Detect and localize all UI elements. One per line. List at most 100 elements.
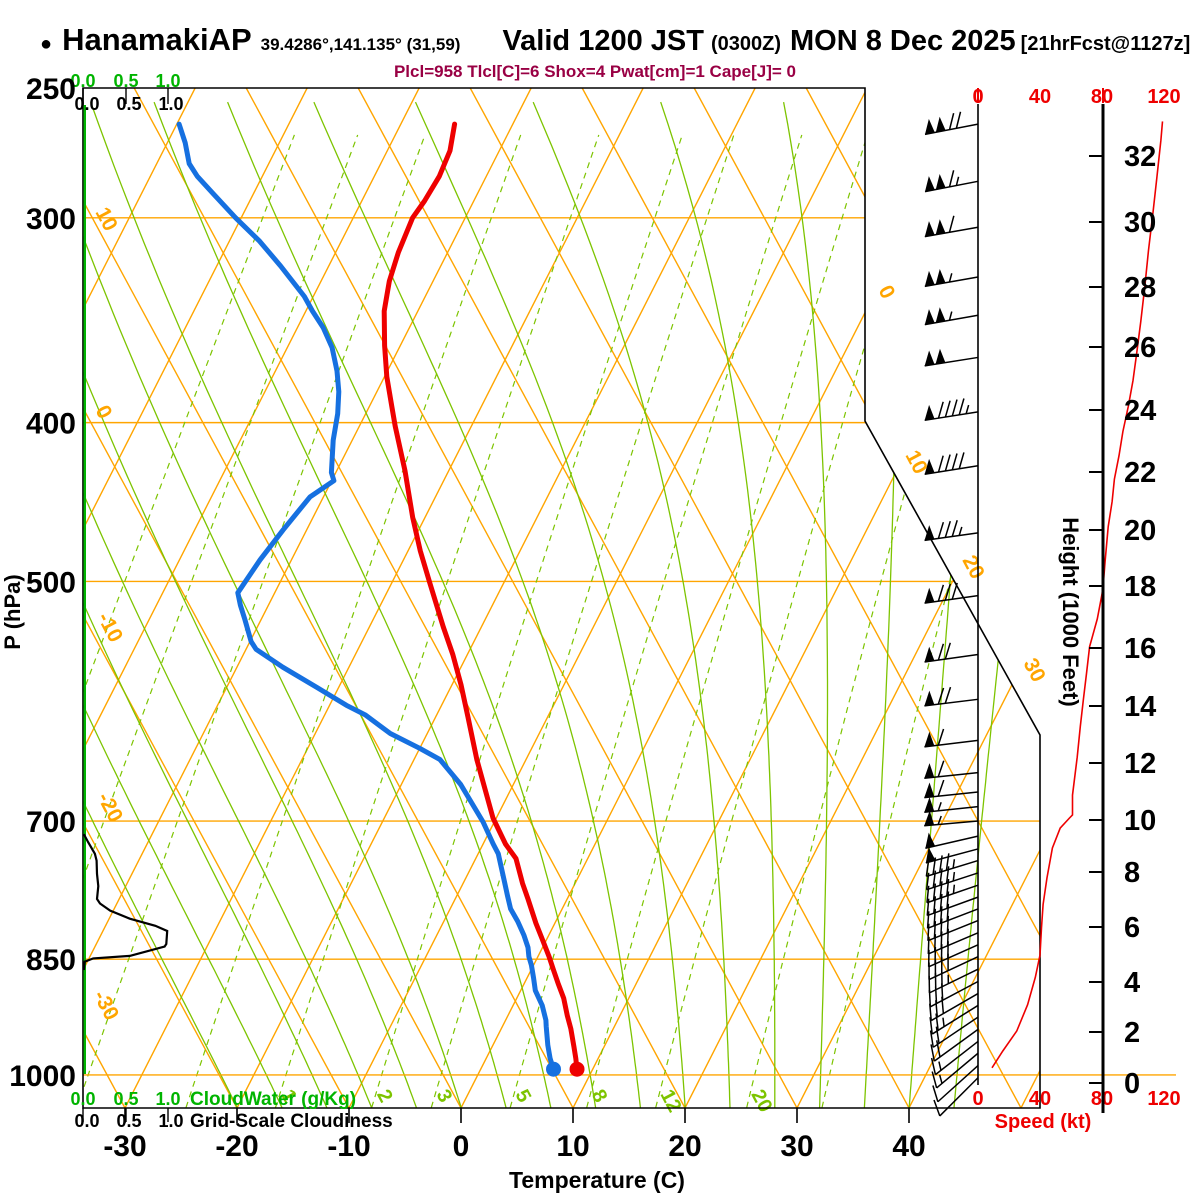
isotherm-line [684,88,1040,1108]
station-dot-icon: ● [40,33,53,55]
dry-adiabat-line [357,88,910,1108]
dry-adiabat-line [83,88,350,1108]
moist-adiabat-line [83,101,418,1108]
speed-tick-label-bottom: 0 [972,1088,983,1110]
height-tick-label: 10 [1124,805,1156,837]
height-tick-label: 24 [1124,395,1156,427]
mixing-ratio-label: 12 [656,1086,686,1116]
valid-time: Valid 1200 JST [502,25,704,57]
height-axis-title: Height (1000 Feet) [1058,517,1083,707]
wind-barb [928,953,979,981]
cloudiness-scale-top: 0.5 [116,94,141,114]
wind-barb [924,779,979,799]
mixing-ratio-line [274,134,600,1108]
wind-barb [929,1004,979,1035]
height-tick-label: 8 [1124,857,1140,889]
height-tick-label: 4 [1124,967,1140,999]
cloudiness-profile [83,833,169,971]
moist-adiabat-line [83,101,283,1108]
dry-adiabat-line [133,88,686,1108]
wind-barb [924,728,979,748]
cloudiness-scale-label: Grid-Scale Cloudiness [190,1111,393,1132]
isotherm-line [124,88,644,1108]
isotherm-line [83,88,420,1108]
wind-barb [924,398,979,422]
mixing-ratio-line [83,134,295,1108]
temperature-tick-label: -10 [327,1130,370,1163]
wind-barb [924,269,979,288]
cloudwater-scale-label: CloudWater (g/Kg) [190,1089,356,1110]
isotherm-line [572,88,1040,1108]
plot-border [82,87,1041,1109]
height-tick-label: 30 [1124,207,1156,239]
moist-adiabat-line [532,101,731,1108]
moist-adiabat-line [863,102,897,1108]
mixing-ratio-line [371,134,683,1108]
isotherm-line [796,88,1040,1108]
speed-tick-label-bottom: 40 [1029,1088,1051,1110]
station-coordinates: 39.4286°,141.135° (31,59) [260,35,461,54]
cloudiness-scale-top: 1.0 [158,94,183,114]
wind-barb [924,111,979,136]
cloudwater-scale-top: 0.5 [113,71,138,91]
wind-speed-curve [991,121,1164,1069]
moist-adiabat-line [90,101,507,1108]
moist-adiabat-line [83,101,462,1108]
cloudwater-scale-bottom: 1.0 [155,1089,180,1109]
mixing-ratio-label: 8 [587,1086,612,1106]
height-tick-label: 2 [1124,1017,1140,1049]
wind-barb [924,307,979,326]
dry-adiabat-line [83,88,574,1108]
mixing-ratio-line [83,134,359,1108]
wind-barb [925,853,979,878]
moist-adiabat-line [226,101,597,1108]
isoline-value-label: 10 [91,204,122,235]
isoline-value-label: -30 [89,987,124,1025]
height-tick-label: 6 [1124,912,1140,944]
temperature-tick-label: 10 [556,1130,589,1163]
height-tick-label: 16 [1124,633,1156,665]
wind-barb [924,760,979,780]
cloudwater-scale-top: 1.0 [155,71,180,91]
isotherm-line [83,88,196,1108]
isotherm-line [83,88,308,1108]
mixing-ratio-label: 20 [746,1086,776,1116]
wind-barb [924,642,979,663]
cloudwater-scale-bottom: 0.0 [70,1089,95,1109]
surface-dewpoint-dot [546,1061,562,1077]
wind-barb [924,582,979,604]
isotherm-line [83,88,532,1108]
title-bar: ● HanamakiAP 39.4286°,141.135° (31,59) V… [40,22,1190,58]
height-tick-label: 22 [1124,457,1156,489]
pressure-tick-label: 700 [26,806,76,839]
isotherm-line [1020,88,1040,1108]
mixing-ratio-line [655,134,927,1108]
wind-barb [931,1052,979,1089]
pressure-tick-label: 850 [26,944,76,977]
mixing-ratio-label: 3 [432,1086,457,1106]
temperature-tick-label: -20 [215,1130,258,1163]
height-tick-label: 20 [1124,515,1156,547]
mixing-ratio-line [509,134,803,1108]
dewpoint-curve [176,121,556,1072]
mixing-ratio-line [821,134,1040,1108]
mixing-ratio-line [430,134,735,1108]
wind-barb [924,170,979,193]
cloudiness-scale-top: 0.0 [74,94,99,114]
mixing-ratio-label: 2 [372,1086,397,1106]
isotherm-line [460,88,980,1108]
moist-adiabat-line [660,101,776,1108]
wind-barb [932,1065,979,1103]
wind-barb [924,215,979,238]
pressure-tick-label: 1000 [9,1060,76,1093]
mixing-ratio-line [83,134,426,1108]
temperature-tick-label: 0 [453,1130,470,1163]
speed-axis-title: Speed (kt) [995,1111,1092,1133]
height-tick-label: 12 [1124,748,1156,780]
dry-adiabat-line [581,88,1040,1108]
moist-adiabat-line [313,101,642,1108]
height-tick-label: 0 [1124,1068,1140,1100]
